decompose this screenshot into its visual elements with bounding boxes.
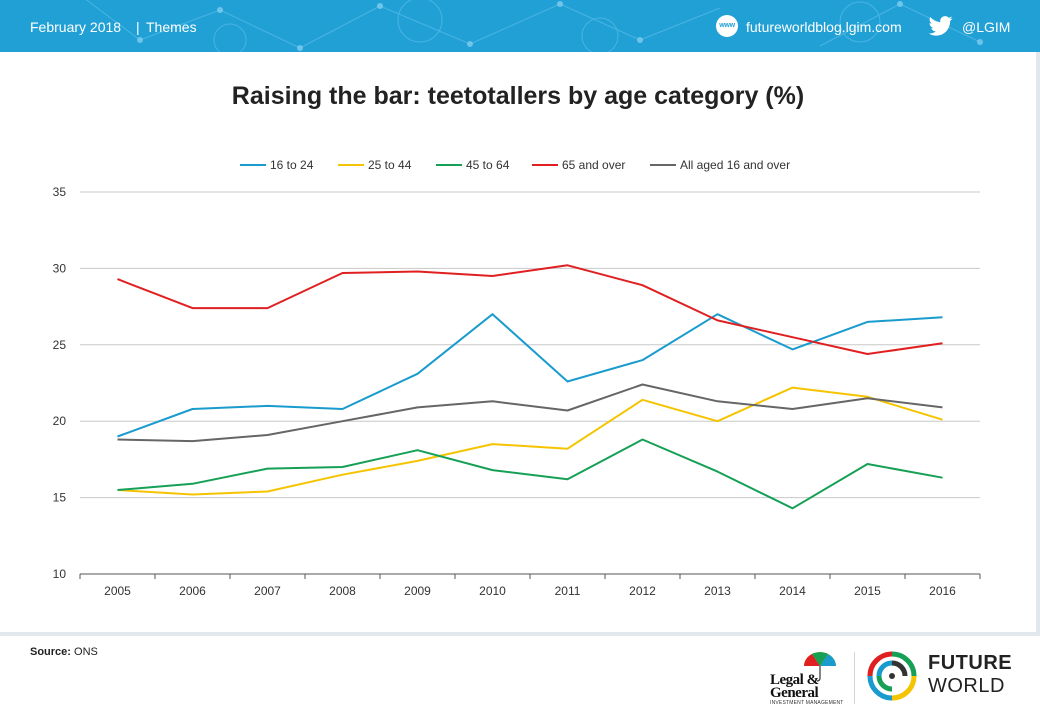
future-world-word2: WORLD (928, 675, 1005, 697)
x-tick-label: 2016 (929, 584, 956, 598)
future-world-word1: FUTURE (928, 652, 1013, 674)
lg-subtitle: INVESTMENT MANAGEMENT (770, 700, 844, 706)
x-tick-label: 2007 (254, 584, 281, 598)
network-pattern (85, 0, 983, 52)
x-tick-label: 2012 (629, 584, 656, 598)
logo-divider (854, 652, 855, 704)
header-date: February 2018 (30, 19, 122, 35)
x-tick-label: 2013 (704, 584, 731, 598)
x-tick-label: 2011 (555, 584, 581, 598)
source-value: ONS (74, 646, 98, 658)
x-tick-label: 2010 (479, 584, 506, 598)
y-tick-label: 20 (53, 414, 67, 428)
x-tick-label: 2008 (329, 584, 356, 598)
www-icon: www (716, 15, 738, 37)
legend-label: 16 to 24 (270, 158, 314, 172)
series-line (117, 386, 943, 496)
twitter-icon[interactable] (929, 16, 953, 36)
source-label: Source: (30, 646, 71, 658)
y-tick-label: 30 (53, 261, 67, 275)
future-world-icon (867, 651, 917, 701)
x-tick-label: 2009 (404, 584, 431, 598)
twitter-handle-link[interactable]: @LGIM (962, 19, 1011, 35)
series-line (117, 264, 943, 355)
legend-label: 45 to 64 (466, 158, 510, 172)
x-tick-label: 2006 (179, 584, 206, 598)
lg-name-line2: General (770, 685, 819, 701)
legend-label: All aged 16 and over (680, 158, 790, 172)
line-chart: 10 15 20 25 30 35 2005 2006 2007 2008 2009 2010 2011… (53, 158, 981, 598)
umbrella-icon (804, 652, 836, 682)
source-note: Source: ONS (30, 646, 98, 658)
y-tick-label: 15 (53, 491, 67, 505)
chart-frame (0, 52, 1040, 636)
series-line (117, 438, 943, 510)
header-section-link[interactable]: Themes (146, 19, 197, 35)
series-line (117, 383, 943, 443)
x-tick-label: 2014 (779, 584, 806, 598)
x-tick-label: 2015 (854, 584, 881, 598)
lg-name-line1: Legal & (770, 672, 819, 688)
series-line (117, 313, 943, 438)
chart-title: Raising the bar: teetotallers by age cat… (231, 82, 805, 110)
y-tick-label: 35 (53, 185, 67, 199)
legend-label: 65 and over (562, 158, 625, 172)
blog-link[interactable]: futureworldblog.lgim.com (746, 19, 902, 35)
header-banner: February 2018 | Themes www futureworldbl… (0, 0, 1040, 52)
legend-label: 25 to 44 (368, 158, 412, 172)
header-separator: | (136, 19, 140, 35)
y-tick-label: 10 (53, 567, 67, 581)
y-tick-label: 25 (53, 338, 67, 352)
legal-general-logo: Legal & General (770, 672, 840, 701)
x-tick-label: 2005 (104, 584, 131, 598)
